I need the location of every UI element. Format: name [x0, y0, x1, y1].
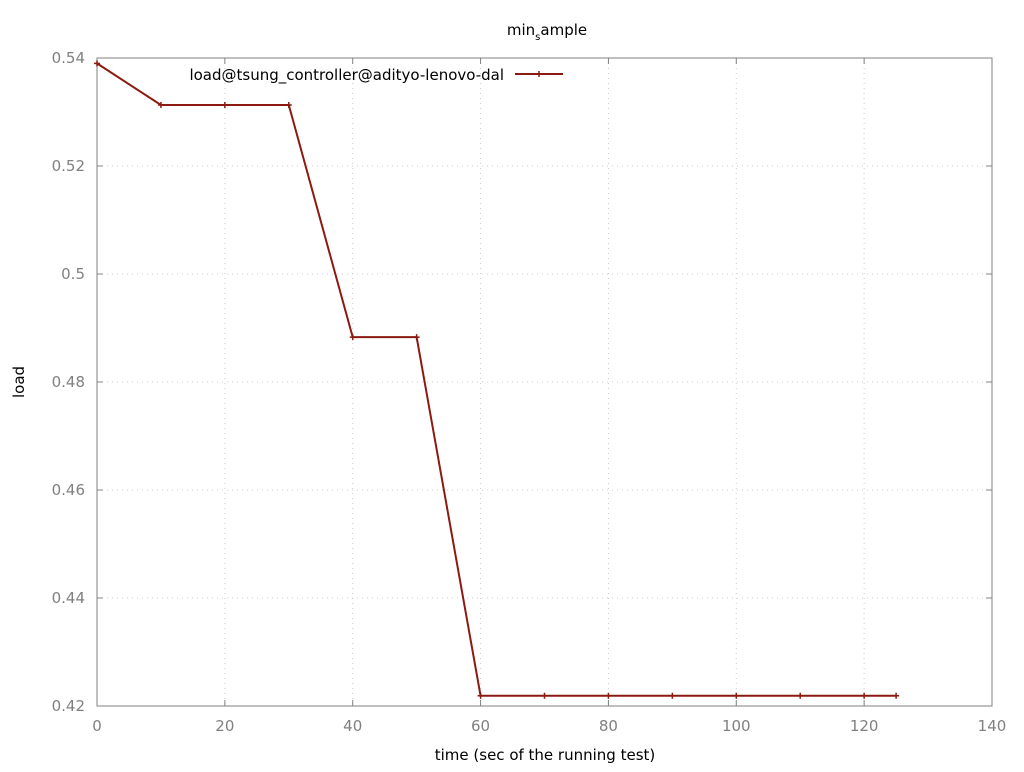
- x-axis-title: time (sec of the running test): [435, 746, 656, 764]
- data-point-marker: [349, 334, 356, 341]
- y-tick-label: 0.48: [52, 373, 85, 391]
- chart-title: minsample: [507, 21, 587, 43]
- data-point-marker: [797, 692, 804, 699]
- chart-title-main: min: [507, 21, 535, 39]
- y-tick-label: 0.42: [52, 697, 85, 715]
- data-point-marker: [94, 60, 100, 67]
- legend-label: load@tsung_controller@adityo-lenovo-dal: [189, 66, 504, 85]
- series-layer: [94, 60, 900, 699]
- legend-swatch-marker: [536, 71, 542, 77]
- x-tick-label: 40: [343, 717, 362, 735]
- data-point-marker: [861, 692, 868, 699]
- x-tick-label: 20: [215, 717, 234, 735]
- data-point-marker: [733, 692, 740, 699]
- y-axis-title: load: [10, 366, 28, 398]
- y-tick-label: 0.52: [52, 157, 85, 175]
- chart-title-rest: ample: [540, 21, 587, 39]
- data-point-marker: [893, 692, 900, 699]
- data-point-marker: [157, 101, 164, 108]
- data-point-marker: [477, 692, 484, 699]
- legend: load@tsung_controller@adityo-lenovo-dal: [189, 66, 563, 85]
- chart-title-subscript: s: [535, 32, 540, 43]
- data-point-marker: [413, 334, 420, 341]
- data-point-marker: [669, 692, 676, 699]
- x-tick-label: 80: [599, 717, 618, 735]
- x-tick-label: 120: [850, 717, 879, 735]
- data-point-marker: [541, 692, 548, 699]
- data-point-marker: [605, 692, 612, 699]
- y-tick-label: 0.54: [52, 49, 85, 67]
- x-tick-label: 140: [978, 717, 1007, 735]
- x-tick-label: 60: [471, 717, 490, 735]
- data-point-marker: [285, 101, 292, 108]
- grid-layer: [97, 58, 992, 706]
- y-tick-label: 0.5: [61, 265, 85, 283]
- series-line: [96, 62, 897, 697]
- y-tick-label: 0.44: [52, 589, 85, 607]
- y-tick-label: 0.46: [52, 481, 85, 499]
- x-tick-label: 100: [722, 717, 751, 735]
- data-point-marker: [221, 101, 228, 108]
- tick-layer: 0 20 40 60 80 100 120 140 0.42 0.44 0.46 0.48 0.5 0.5…: [52, 49, 1007, 735]
- x-tick-label: 0: [92, 717, 102, 735]
